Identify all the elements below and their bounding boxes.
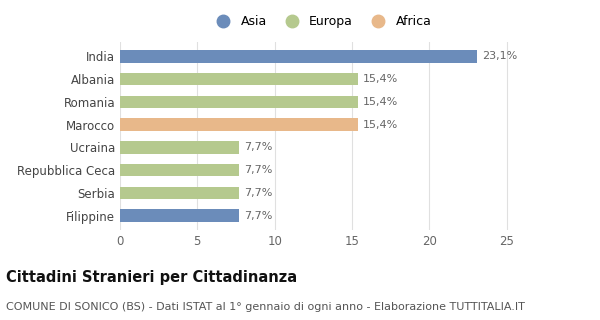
Bar	[120, 141, 239, 154]
Text: 7,7%: 7,7%	[244, 188, 272, 198]
Text: 23,1%: 23,1%	[482, 52, 517, 61]
Bar	[120, 96, 358, 108]
Text: 15,4%: 15,4%	[363, 74, 398, 84]
Text: 7,7%: 7,7%	[244, 211, 272, 220]
Text: Cittadini Stranieri per Cittadinanza: Cittadini Stranieri per Cittadinanza	[6, 269, 297, 284]
Text: 7,7%: 7,7%	[244, 142, 272, 152]
Bar	[120, 209, 239, 222]
Text: 15,4%: 15,4%	[363, 97, 398, 107]
Text: 15,4%: 15,4%	[363, 120, 398, 130]
Text: COMUNE DI SONICO (BS) - Dati ISTAT al 1° gennaio di ogni anno - Elaborazione TUT: COMUNE DI SONICO (BS) - Dati ISTAT al 1°…	[6, 302, 525, 312]
Bar	[120, 118, 358, 131]
Text: 7,7%: 7,7%	[244, 165, 272, 175]
Bar	[120, 187, 239, 199]
Bar	[120, 73, 358, 85]
Legend: Asia, Europa, Africa: Asia, Europa, Africa	[205, 10, 436, 33]
Bar	[120, 164, 239, 176]
Bar	[120, 50, 477, 63]
